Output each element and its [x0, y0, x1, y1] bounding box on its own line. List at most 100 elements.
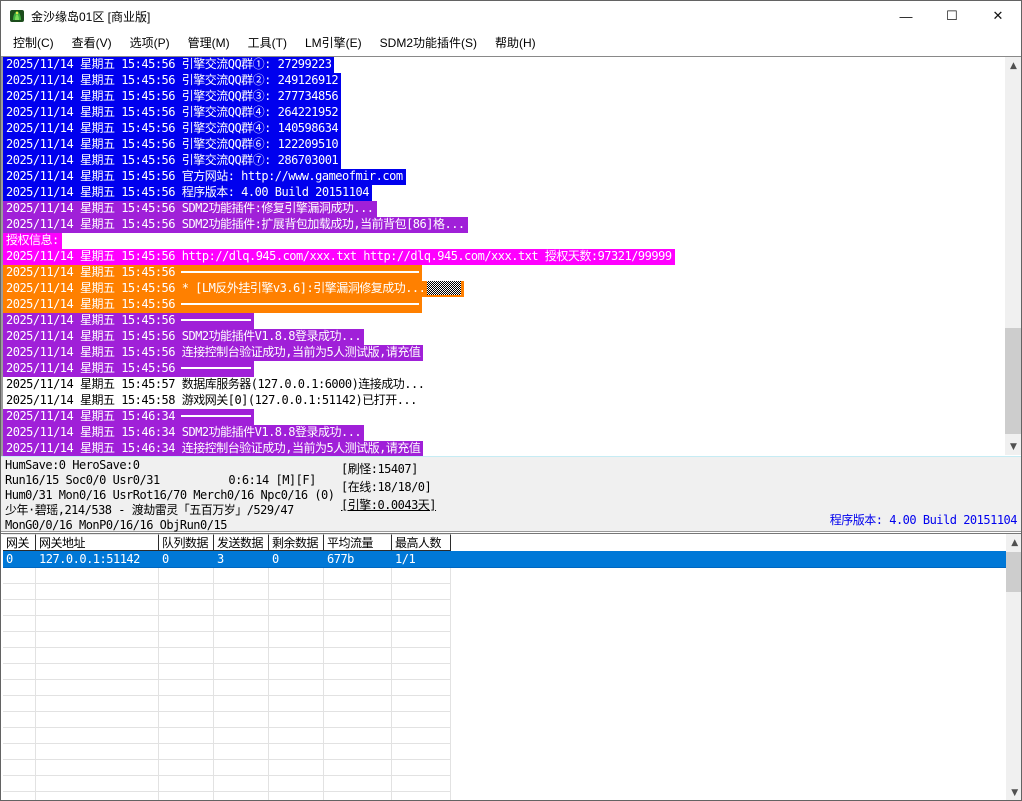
table-cell: 127.0.0.1:51142 [39, 552, 140, 566]
menu-item-2[interactable]: 选项(P) [129, 36, 170, 50]
log-line-text: 2025/11/14 星期五 15:45:56 引擎交流QQ群③: 277734… [3, 89, 342, 105]
table-cell [392, 584, 451, 600]
table-cell [3, 696, 36, 712]
log-list: 2025/11/14 星期五 15:45:56 引擎交流QQ群①: 272992… [3, 57, 1021, 456]
table-cell [159, 584, 214, 600]
log-row[interactable]: 2025/11/14 星期五 15:46:34 SDM2功能插件V1.8.8登录… [3, 425, 1021, 441]
close-button[interactable]: ✕ [992, 8, 1004, 23]
table-scrollbar[interactable]: ▲ ▼ [1006, 534, 1021, 800]
log-row[interactable]: 2025/11/14 星期五 15:45:56 引擎交流QQ群③: 277734… [3, 89, 1021, 105]
log-row[interactable]: 2025/11/14 星期五 15:45:57 数据库服务器(127.0.0.1… [3, 377, 1021, 393]
table-row[interactable]: 0 127.0.0.1:51142 0 3 0 677b 1/1 [3, 551, 1021, 568]
log-row[interactable]: 2025/11/14 星期五 15:45:56 引擎交流QQ群④: 264221… [3, 105, 1021, 121]
table-cell [392, 600, 451, 616]
log-row[interactable]: 2025/11/14 星期五 15:45:56 连接控制台验证成功,当前为5人测… [3, 345, 1021, 361]
table-cell [3, 648, 36, 664]
status-run-text: Run16/15 Soc0/0 Usr0/31 [5, 473, 160, 487]
table-cell [324, 600, 392, 616]
log-row[interactable]: 2025/11/14 星期五 15:45:56 [3, 361, 1021, 377]
log-row[interactable]: 2025/11/14 星期五 15:45:58 游戏网关[0](127.0.0.… [3, 393, 1021, 409]
log-row[interactable]: 2025/11/14 星期五 15:45:56 SDM2功能插件:修复引擎漏洞成… [3, 201, 1021, 217]
column-header-2[interactable]: 队列数据 [159, 534, 214, 551]
engine-days-link[interactable]: [引擎:0.0043天] [341, 498, 437, 512]
column-header-3[interactable]: 发送数据 [214, 534, 269, 551]
scroll-up-icon[interactable]: ▲ [1010, 60, 1017, 71]
table-scrollbar-thumb[interactable] [1006, 552, 1021, 592]
menu-item-4[interactable]: 工具(T) [247, 36, 287, 50]
table-row-empty [3, 632, 1021, 648]
log-row[interactable]: 2025/11/14 星期五 15:46:34 [3, 409, 1021, 425]
maximize-button[interactable]: ☐ [946, 8, 958, 23]
log-row[interactable]: 2025/11/14 星期五 15:45:56 官方网站: http://www… [3, 169, 1021, 185]
menu-item-6[interactable]: SDM2功能插件(S) [379, 36, 478, 50]
column-header-1[interactable]: 网关地址 [36, 534, 159, 551]
menu-item-5[interactable]: LM引擎(E) [305, 36, 362, 50]
table-cell [392, 664, 451, 680]
caption-buttons: — ☐ ✕ [883, 1, 1021, 31]
table-cell [214, 760, 269, 776]
log-row[interactable]: 2025/11/14 星期五 15:45:56 [3, 265, 1021, 281]
log-line-text: 2025/11/14 星期五 15:45:56 引擎交流QQ群⑥: 122209… [3, 137, 342, 153]
menu-bar: 控制(C) 查看(V) 选项(P) 管理(M) 工具(T) LM引擎(E) SDM2功能插件… [1, 31, 1021, 56]
menu-item-1[interactable]: 查看(V) [71, 36, 112, 50]
table-cell [324, 792, 392, 800]
column-header-4[interactable]: 剩余数据 [269, 534, 324, 551]
menu-item-7[interactable]: 帮助(H) [495, 36, 536, 50]
log-row[interactable]: 2025/11/14 星期五 15:46:34 连接控制台验证成功,当前为5人测… [3, 441, 1021, 456]
column-header-6[interactable]: 最高人数 [392, 534, 451, 551]
table-cell [159, 680, 214, 696]
table-cell: 677b [327, 552, 354, 566]
column-header-5[interactable]: 平均流量 [324, 534, 392, 551]
log-line-text: 2025/11/14 星期五 15:45:56 引擎交流QQ群④: 140598… [3, 121, 342, 137]
log-row[interactable]: 2025/11/14 星期五 15:45:56 引擎交流QQ群⑥: 122209… [3, 137, 1021, 153]
table-cell [3, 776, 36, 792]
dither-box [427, 281, 462, 295]
log-line-text: 2025/11/14 星期五 15:45:56 SDM2功能插件V1.8.8登录… [3, 329, 365, 345]
table-cell [324, 632, 392, 648]
log-listbox[interactable]: 2025/11/14 星期五 15:45:56 引擎交流QQ群①: 272992… [1, 56, 1021, 456]
scroll-up-icon[interactable]: ▲ [1011, 537, 1018, 548]
table-cell [36, 568, 159, 584]
table-row-empty [3, 744, 1021, 760]
log-row[interactable]: 2025/11/14 星期五 15:45:56 程序版本: 4.00 Build… [3, 185, 1021, 201]
table-cell [3, 712, 36, 728]
log-row[interactable]: 2025/11/14 星期五 15:45:56 http://dlq.945.c… [3, 249, 1021, 265]
log-row[interactable]: 2025/11/14 星期五 15:45:56 SDM2功能插件V1.8.8登录… [3, 329, 1021, 345]
scroll-down-icon[interactable]: ▼ [1011, 787, 1018, 798]
table-cell [269, 776, 324, 792]
log-scrollbar-thumb[interactable] [1005, 328, 1021, 434]
table-cell [269, 696, 324, 712]
log-row[interactable]: 2025/11/14 星期五 15:45:56 引擎交流QQ群②: 249126… [3, 73, 1021, 89]
status-save-counters: HumSave:0 HeroSave:0 [5, 458, 140, 472]
table-cell [159, 728, 214, 744]
table-cell [269, 600, 324, 616]
log-row[interactable]: 授权信息: [3, 233, 1021, 249]
log-line-text: 2025/11/14 星期五 15:45:56 [3, 361, 254, 377]
column-header-0[interactable]: 网关 [3, 534, 36, 551]
log-row[interactable]: 2025/11/14 星期五 15:45:56 * [LM反外挂引擎v3.6]:… [3, 281, 1021, 297]
log-row[interactable]: 2025/11/14 星期五 15:45:56 [3, 313, 1021, 329]
table-cell [214, 664, 269, 680]
table-cell [324, 696, 392, 712]
table-cell [36, 632, 159, 648]
log-row[interactable]: 2025/11/14 星期五 15:45:56 SDM2功能插件:扩展背包加载成… [3, 217, 1021, 233]
table-cell [36, 760, 159, 776]
log-line-text: 2025/11/14 星期五 15:45:56 程序版本: 4.00 Build… [3, 185, 372, 201]
table-cell [324, 776, 392, 792]
table-cell [36, 664, 159, 680]
table-cell [214, 616, 269, 632]
log-row[interactable]: 2025/11/14 星期五 15:45:56 引擎交流QQ群①: 272992… [3, 57, 1021, 73]
table-cell [3, 600, 36, 616]
log-row[interactable]: 2025/11/14 星期五 15:45:56 引擎交流QQ群④: 140598… [3, 121, 1021, 137]
scroll-down-icon[interactable]: ▼ [1010, 441, 1017, 452]
table-cell [36, 744, 159, 760]
table-cell [392, 728, 451, 744]
log-row[interactable]: 2025/11/14 星期五 15:45:56 [3, 297, 1021, 313]
menu-item-0[interactable]: 控制(C) [13, 36, 54, 50]
minimize-button[interactable]: — [899, 8, 913, 24]
table-cell [214, 680, 269, 696]
log-row[interactable]: 2025/11/14 星期五 15:45:56 引擎交流QQ群⑦: 286703… [3, 153, 1021, 169]
menu-item-3[interactable]: 管理(M) [187, 36, 230, 50]
log-scrollbar[interactable]: ▲ ▼ [1005, 57, 1021, 455]
table-cell [159, 664, 214, 680]
